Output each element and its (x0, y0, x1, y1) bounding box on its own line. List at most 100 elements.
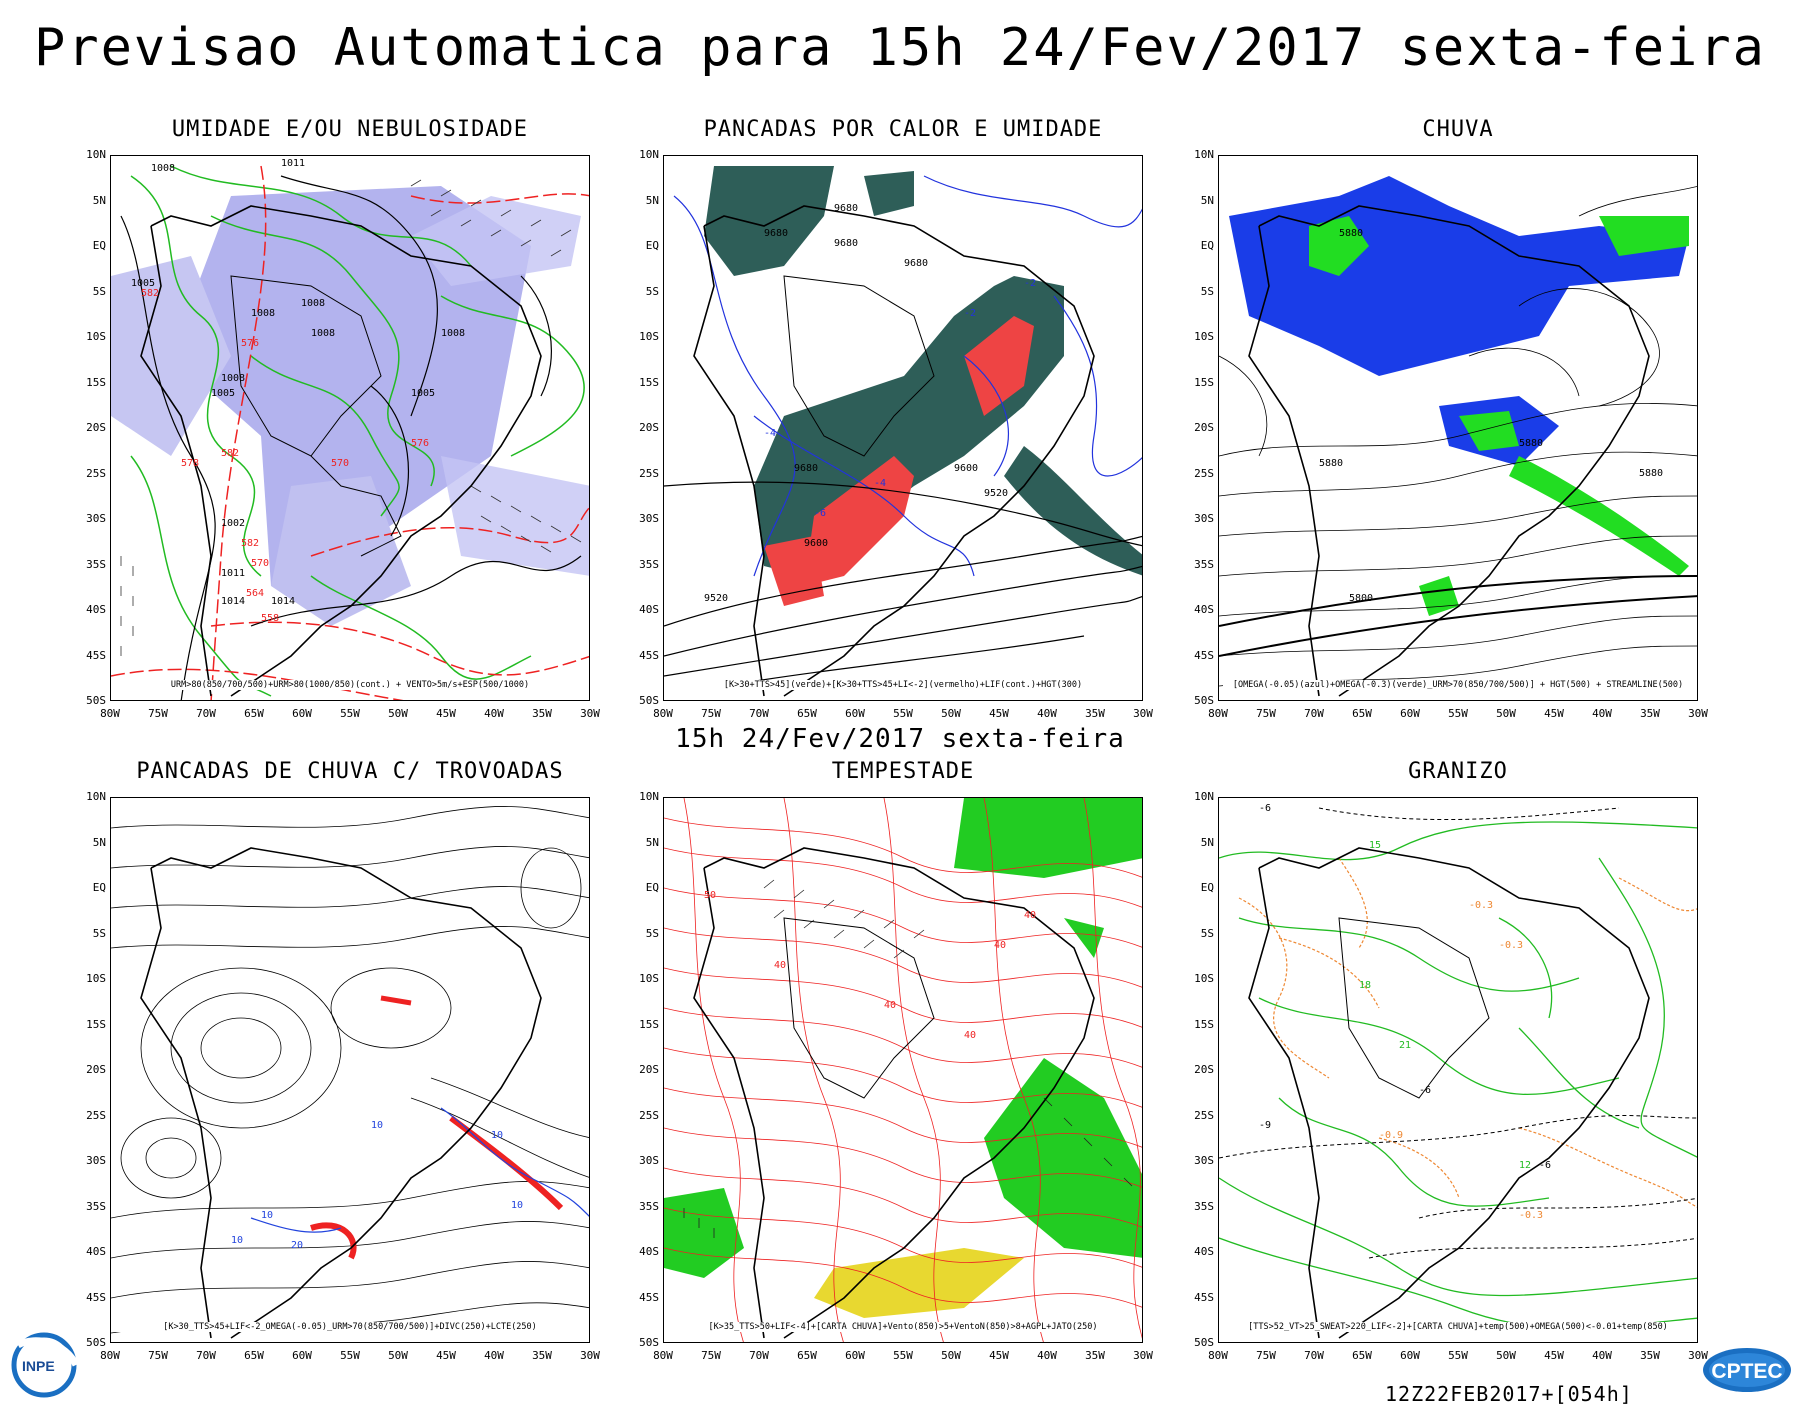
page-subtitle: 15h 24/Fev/2017 sexta-feira (675, 724, 1125, 754)
lat-tick-label: 20S (86, 421, 106, 434)
contour-label: 1002 (221, 518, 245, 529)
lon-tick-label: 50W (388, 1349, 408, 1362)
lat-tick-label: EQ (92, 239, 106, 252)
contour-label: -6 (1419, 1085, 1431, 1096)
lat-tick-label: 30S (639, 1154, 659, 1167)
lat-tick-label: 5N (92, 193, 106, 207)
contour-label: 582 (141, 288, 159, 299)
lat-tick-label: 45S (639, 1290, 659, 1304)
lat-tick-label: 45S (86, 648, 106, 662)
lat-tick-label: 10N (86, 790, 106, 803)
map-pancadas-calor: 9680 9680 9680 9680 9680 9600 9520 9600 9520 -2 -2… (664, 166, 1142, 697)
panel-title: PANCADAS DE CHUVA C/ TROVOADAS (136, 759, 564, 784)
lon-tick-label: 45W (1544, 707, 1564, 720)
lat-tick-label: 35S (639, 1199, 659, 1213)
lat-tick-label: 10S (1194, 330, 1214, 343)
lon-tick-label: 30W (1688, 707, 1708, 720)
lat-tick-label: 45S (639, 648, 659, 662)
lon-tick-label: 40W (1037, 707, 1057, 720)
lon-tick-label: 75W (701, 707, 721, 720)
contour-label: 576 (241, 338, 259, 349)
contour-label: 1014 (271, 596, 295, 607)
lon-tick-label: 55W (340, 1349, 360, 1362)
page-title: Previsao Automatica para 15h 24/Fev/2017… (34, 18, 1766, 78)
contour-label: 40 (774, 960, 786, 971)
lat-tick-label: 35S (86, 1199, 106, 1213)
contour-label: 578 (181, 458, 199, 469)
lon-tick-label: 45W (436, 1349, 456, 1362)
contour-label: -0.3 (1469, 900, 1493, 911)
lon-tick-label: 55W (893, 707, 913, 720)
lon-tick-label: 50W (388, 707, 408, 720)
lat-tick-label: 35S (1194, 1199, 1214, 1213)
contour-label: 1008 (311, 328, 335, 339)
lon-tick-label: 50W (941, 1349, 961, 1362)
lat-tick-label: 10N (639, 790, 659, 803)
lat-tick-label: 35S (86, 557, 106, 571)
map-chuva: 5880 5880 5880 5880 5800 (1219, 176, 1697, 697)
contour-label: 9600 (954, 463, 978, 474)
panel-caption: [K>30+TTS>45](verde)+[K>30+TTS>45+LI<-2]… (668, 680, 1138, 690)
contour-label: 10 (231, 1235, 243, 1246)
lat-tick-label: 20S (86, 1063, 106, 1076)
lon-tick-label: 65W (1352, 1349, 1372, 1362)
lat-tick-label: 45S (86, 1290, 106, 1304)
lon-tick-label: 40W (1592, 707, 1612, 720)
lat-tick-label: 5S (92, 926, 106, 940)
lat-tick-label: 10S (639, 972, 659, 985)
panel-title: UMIDADE E/OU NEBULOSIDADE (171, 117, 529, 142)
lat-tick-label: 35S (639, 557, 659, 571)
map-umidade: 1008 101110055821008100810085761008100510… (111, 158, 589, 700)
contour-label: 10 (491, 1130, 503, 1141)
lat-tick-label: 30S (1194, 1154, 1214, 1167)
contour-label: 10 (261, 1210, 273, 1221)
lon-tick-label: 75W (701, 1349, 721, 1362)
contour-label: 5800 (1349, 593, 1373, 604)
lat-tick-label: 45S (1194, 648, 1214, 662)
lat-tick-label: 5S (92, 284, 106, 298)
contour-label: 40 (964, 1030, 976, 1041)
lon-tick-label: 50W (1496, 707, 1516, 720)
contour-label: 564 (246, 588, 264, 599)
lon-tick-label: 80W (100, 707, 120, 720)
lat-tick-label: EQ (1200, 881, 1214, 894)
inpe-logo[interactable]: INPE (6, 1325, 86, 1405)
lon-tick-label: 35W (532, 1349, 552, 1362)
contour-label: -6 (1539, 1160, 1551, 1171)
lon-tick-label: 65W (244, 707, 264, 720)
lat-tick-label: 10N (1194, 148, 1214, 161)
contour-label: -6 (814, 508, 826, 519)
contour-label: 1011 (221, 568, 245, 579)
contour-label: -6 (1259, 803, 1271, 814)
lon-tick-label: 60W (292, 1349, 312, 1362)
cptec-logo[interactable]: CPTEC (1700, 1345, 1794, 1395)
contour-label: 576 (411, 438, 429, 449)
lon-tick-label: 40W (1037, 1349, 1057, 1362)
lat-tick-label: 15S (1194, 375, 1214, 389)
lon-tick-label: 65W (797, 707, 817, 720)
panel-pancadas-calor: PANCADAS POR CALOR E UMIDADE 9680 9680 968… (639, 117, 1153, 720)
lat-tick-label: 10S (639, 330, 659, 343)
contour-label: 10 (511, 1200, 523, 1211)
contour-label: -2 (1024, 278, 1036, 289)
map-granizo: -6 15 18 21 -0.3 -0.3 -0.9 -6 12 -9 -6 -0.3 (1219, 803, 1697, 1339)
contour-label: 1008 (221, 373, 245, 384)
lat-tick-label: 50S (639, 694, 659, 707)
contour-label: 5880 (1319, 458, 1343, 469)
lat-tick-label: 20S (639, 1063, 659, 1076)
contour-label: 1011 (281, 158, 305, 169)
lat-tick-label: 5S (1200, 926, 1214, 940)
lon-tick-label: 70W (749, 707, 769, 720)
lon-tick-label: 80W (653, 1349, 673, 1362)
lon-tick-label: 75W (1256, 1349, 1276, 1362)
svg-text:CPTEC: CPTEC (1711, 1360, 1782, 1383)
contour-label: 9520 (984, 488, 1008, 499)
lon-tick-label: 60W (845, 1349, 865, 1362)
lat-tick-label: 50S (1194, 694, 1214, 707)
lon-tick-label: 80W (1208, 707, 1228, 720)
lon-tick-label: 70W (1304, 1349, 1324, 1362)
lat-tick-label: 10S (86, 330, 106, 343)
contour-label: 40 (884, 1000, 896, 1011)
lon-tick-label: 75W (1256, 707, 1276, 720)
lat-tick-label: 15S (639, 1017, 659, 1031)
